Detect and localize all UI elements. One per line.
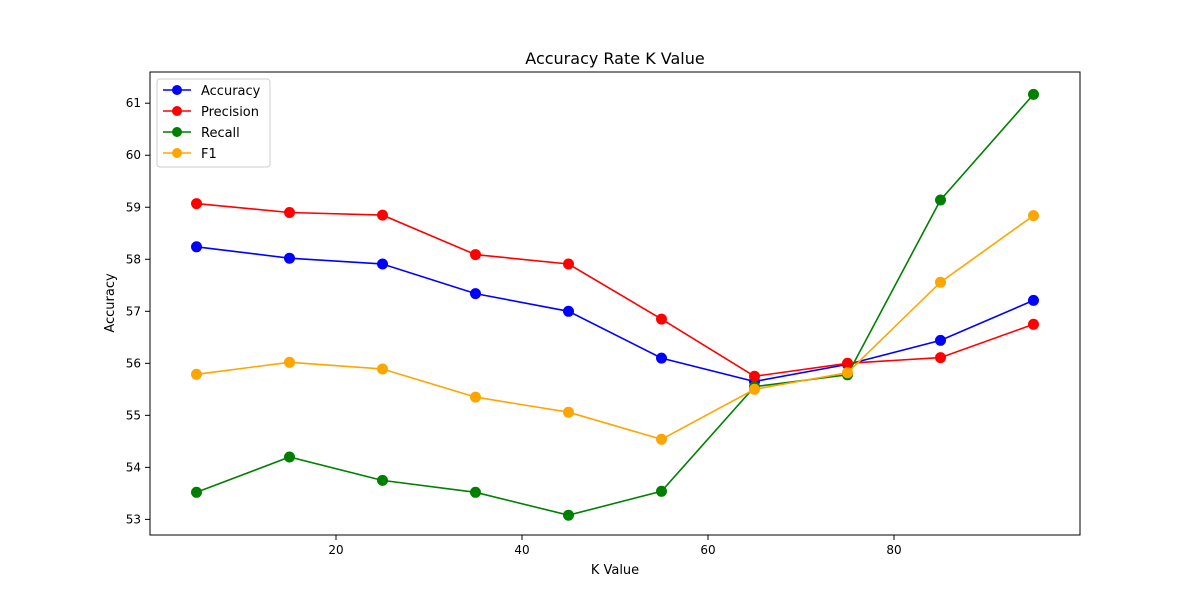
y-axis-label: Accuracy [103, 273, 118, 333]
data-point-precision [377, 209, 388, 221]
data-point-f1 [935, 276, 946, 288]
y-tick-label: 53 [126, 512, 141, 526]
x-tick-label: 60 [700, 543, 715, 557]
series-layer [191, 88, 1039, 521]
series-line-accuracy [196, 246, 1034, 383]
data-point-precision [935, 352, 946, 364]
data-point-f1 [656, 433, 667, 445]
data-point-recall [656, 485, 667, 497]
y-tick-label: 57 [126, 304, 141, 318]
plot-area: 20 40 60 80 53 54 55 56 57 58 59 60 61 [126, 71, 1081, 557]
x-axis: 20 40 60 80 [328, 535, 902, 557]
y-axis: 53 54 55 56 57 58 59 60 61 [126, 96, 150, 526]
data-point-f1 [470, 391, 481, 403]
y-tick-label: 58 [126, 252, 141, 266]
y-tick-label: 61 [126, 96, 141, 110]
data-point-f1 [842, 367, 853, 379]
data-point-accuracy [656, 352, 667, 364]
data-point-accuracy [377, 258, 388, 270]
x-tick-label: 20 [328, 543, 343, 557]
series-line-recall [196, 93, 1035, 517]
legend-marker-f1 [172, 148, 182, 158]
legend-box [156, 78, 271, 168]
legend-marker-recall [172, 127, 182, 137]
data-point-f1 [377, 363, 388, 375]
legend-label-f1: F1 [201, 147, 217, 162]
data-point-precision [1028, 318, 1039, 330]
plot-frame [149, 71, 1081, 536]
data-point-accuracy [191, 241, 202, 253]
data-point-f1 [749, 383, 760, 395]
legend-label-precision: Precision [201, 105, 259, 120]
data-point-recall [935, 194, 946, 206]
y-tick-label: 55 [126, 408, 141, 422]
data-point-f1 [1028, 210, 1039, 222]
data-point-accuracy [470, 288, 481, 300]
data-point-recall [470, 486, 481, 498]
y-tick-label: 56 [126, 356, 141, 370]
data-point-f1 [191, 368, 202, 380]
legend-marker-accuracy [172, 85, 182, 95]
data-point-recall [191, 486, 202, 498]
x-tick-label: 40 [514, 543, 529, 557]
data-point-recall [284, 451, 295, 463]
data-point-precision [284, 207, 295, 218]
y-tick-label: 60 [126, 148, 141, 162]
data-point-recall [1028, 88, 1039, 100]
chart-title: Accuracy Rate K Value [525, 49, 704, 68]
y-tick-label: 54 [126, 460, 141, 474]
legend-items: Accuracy Precision Recall F1 [163, 84, 261, 162]
y-tick-label: 59 [126, 200, 141, 214]
legend-label-recall: Recall [201, 126, 240, 141]
data-point-accuracy [1028, 294, 1039, 306]
x-tick-label: 80 [886, 543, 901, 557]
legend-marker-precision [172, 106, 182, 116]
data-point-precision [749, 370, 760, 382]
data-point-accuracy [563, 305, 574, 317]
series-line-precision [196, 202, 1034, 378]
legend: Accuracy Precision Recall F1 [156, 78, 271, 168]
data-point-precision [191, 198, 202, 210]
data-point-accuracy [935, 334, 946, 346]
data-point-f1 [563, 406, 574, 418]
series-line-f1 [196, 214, 1034, 441]
data-point-f1 [284, 356, 295, 368]
data-point-precision [563, 258, 574, 270]
x-axis-label: K Value [591, 563, 639, 578]
data-point-recall [563, 509, 574, 521]
legend-label-accuracy: Accuracy [201, 84, 261, 99]
data-point-precision [656, 313, 667, 325]
data-point-accuracy [284, 252, 295, 264]
data-point-precision [470, 249, 481, 261]
data-point-recall [377, 474, 388, 486]
